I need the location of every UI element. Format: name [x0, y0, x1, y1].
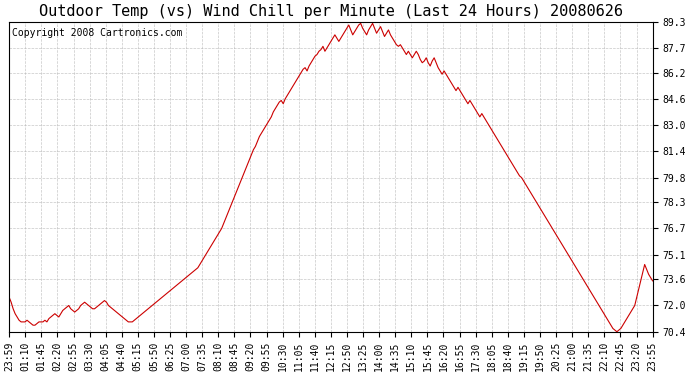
Text: Copyright 2008 Cartronics.com: Copyright 2008 Cartronics.com: [12, 28, 183, 38]
Title: Outdoor Temp (vs) Wind Chill per Minute (Last 24 Hours) 20080626: Outdoor Temp (vs) Wind Chill per Minute …: [39, 4, 623, 19]
